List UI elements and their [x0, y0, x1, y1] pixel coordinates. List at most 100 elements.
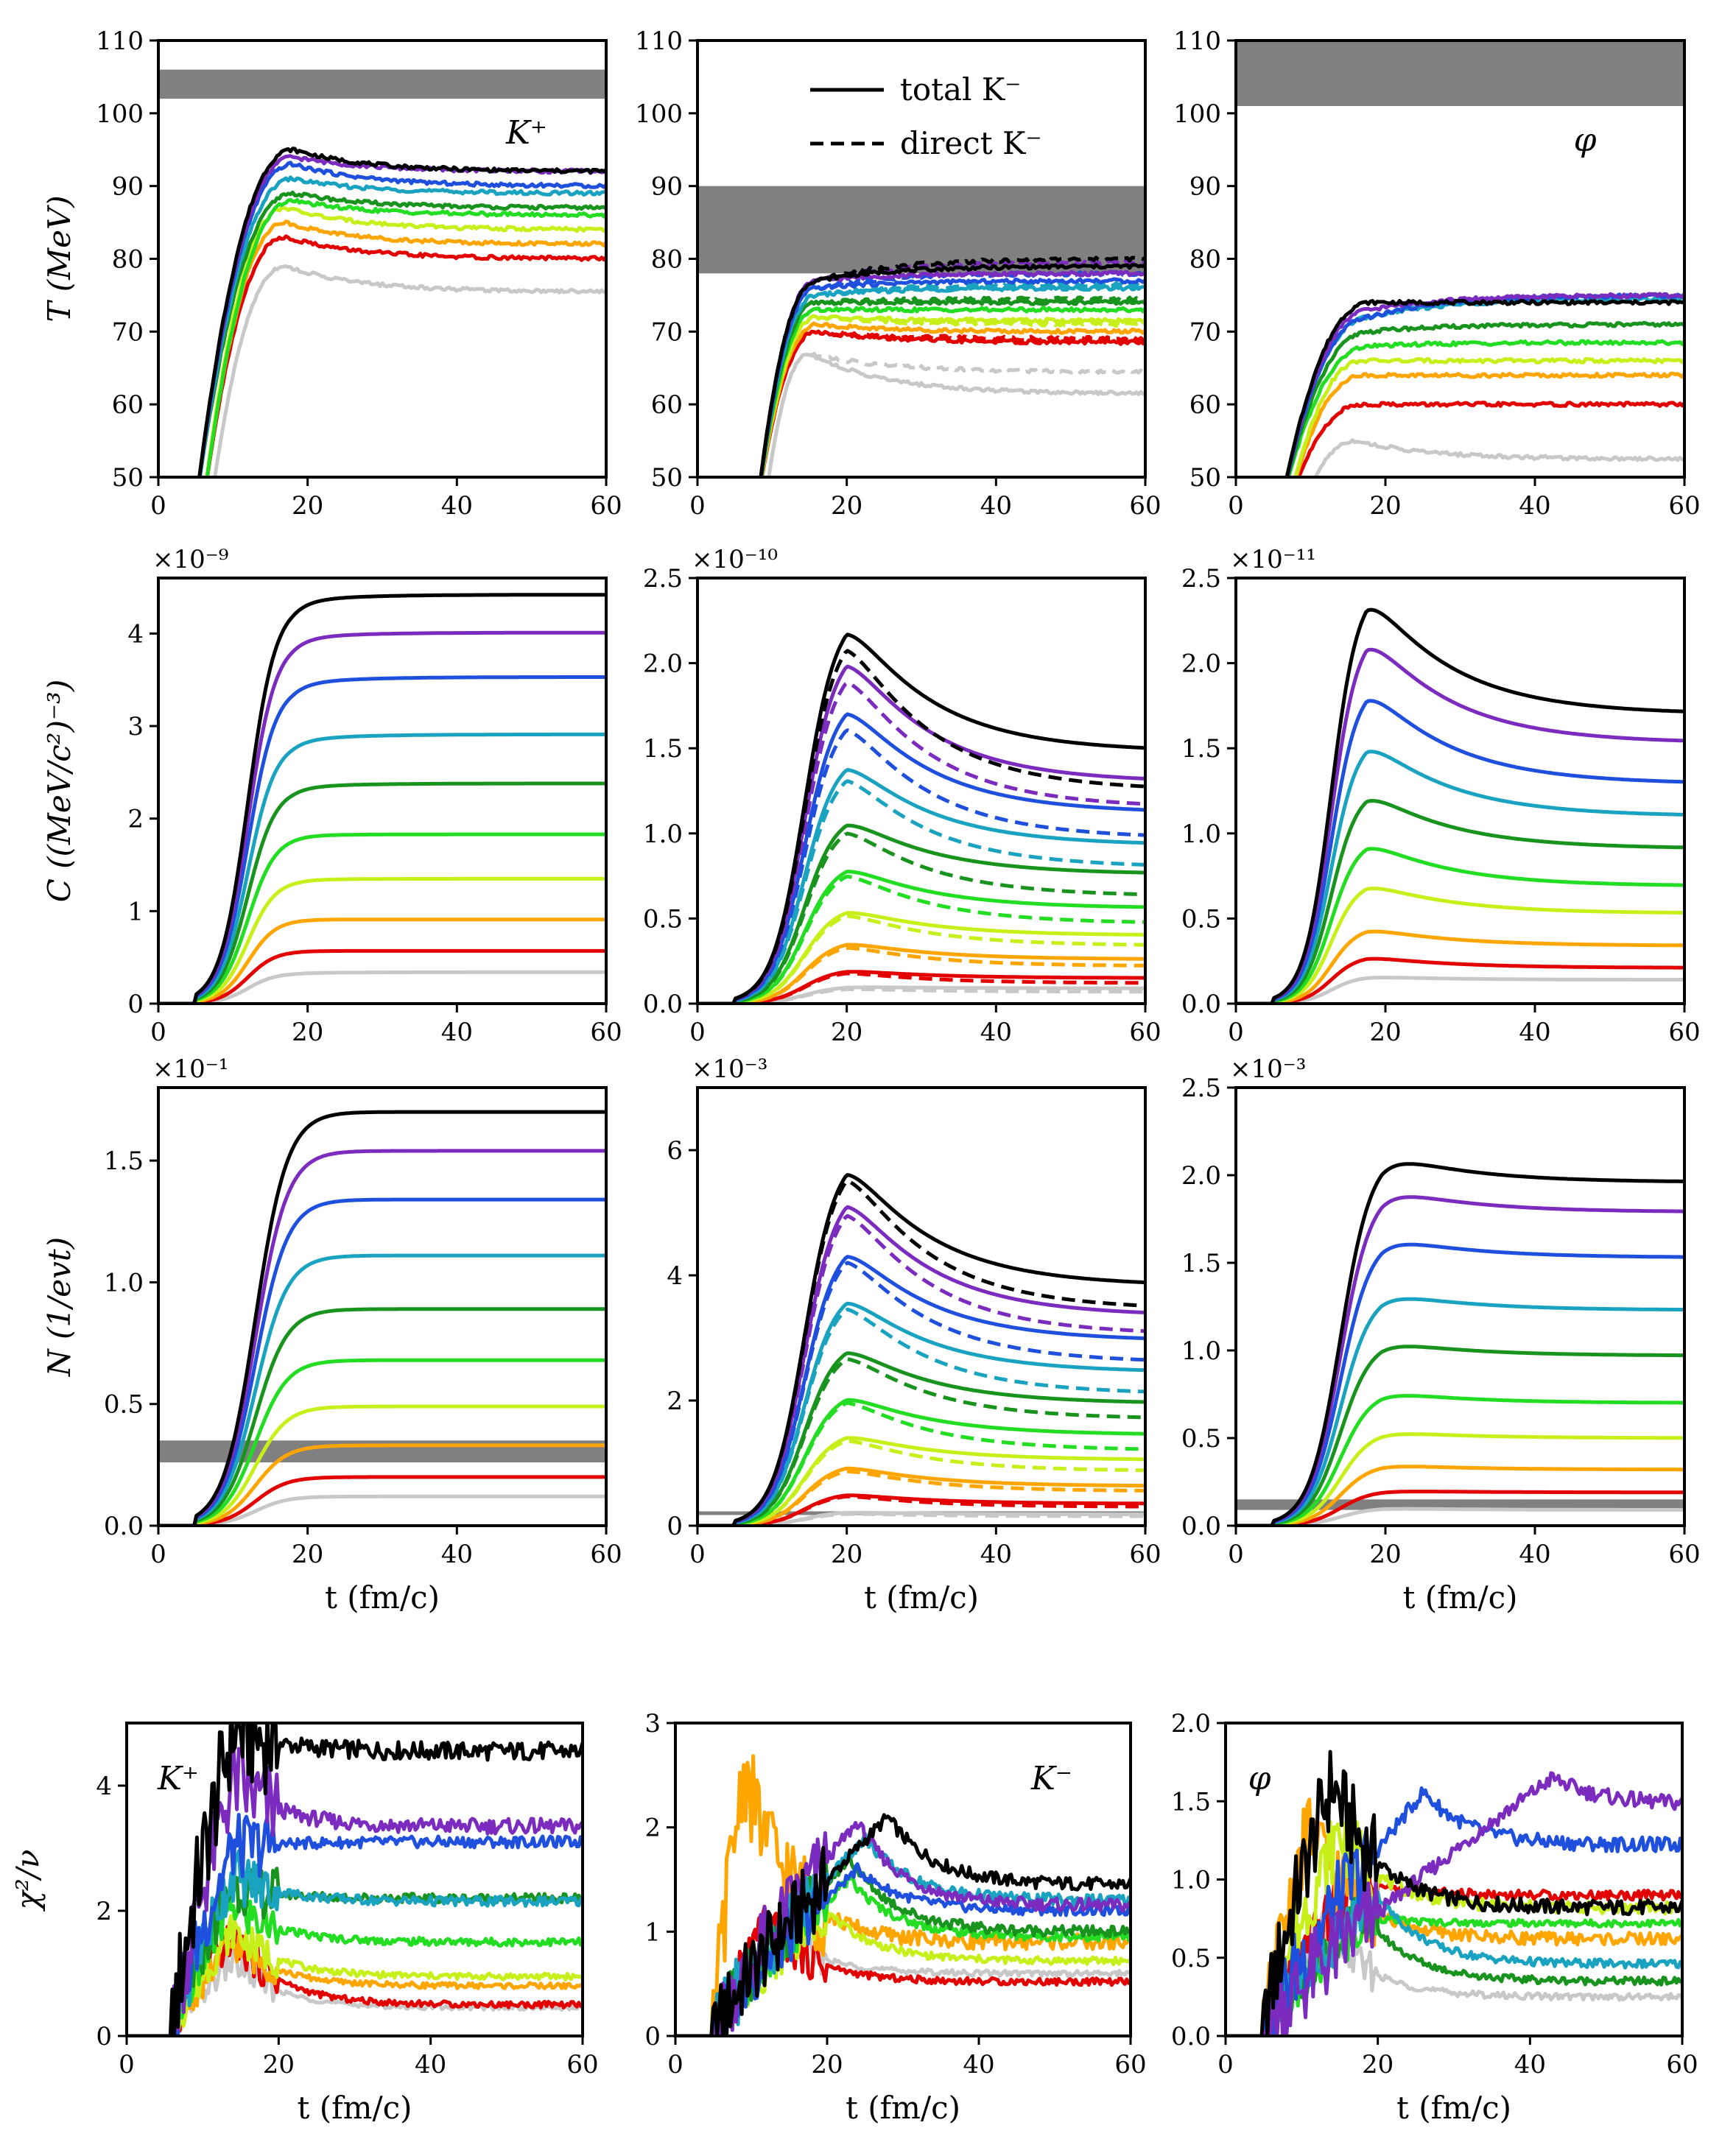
- y-tick-label: 1.5: [104, 1146, 144, 1176]
- x-tick-label: 20: [831, 1018, 862, 1047]
- series-line-c2-direct: [697, 680, 1145, 1004]
- series-line-c1: [197, 147, 606, 477]
- series-line-c8: [697, 943, 1145, 1004]
- axes-frame: [157, 577, 608, 1005]
- panel-particle-label: K⁺: [505, 114, 547, 152]
- series-line-c10: [158, 1494, 606, 1526]
- y-tick-label: 2.0: [1181, 1161, 1221, 1191]
- x-tick-label: 20: [1369, 1540, 1401, 1569]
- series-line-c1: [759, 262, 1145, 477]
- axes-frame: [696, 577, 1147, 1005]
- series-line-c5-direct: [759, 295, 1145, 477]
- y-tick-label: 60: [651, 390, 683, 420]
- series-line-c4: [1236, 1297, 1684, 1526]
- x-tick-label: 60: [1668, 1018, 1700, 1047]
- series-line-c3: [158, 675, 606, 1004]
- panel-particle-label: φ: [1248, 1760, 1271, 1797]
- y-tick-label: 2.5: [643, 564, 683, 593]
- series-line-c6: [158, 832, 606, 1004]
- axis-exponent: ×10⁻¹⁰: [692, 545, 778, 574]
- series-line-c8-direct: [759, 321, 1145, 477]
- series-line-c1-direct: [759, 256, 1145, 477]
- y-tick-label: 0.5: [104, 1390, 144, 1420]
- series-line-c5: [759, 298, 1145, 477]
- plot-area: [158, 593, 606, 1004]
- y-tick-label: 1.5: [643, 734, 683, 764]
- y-tick-label: 100: [635, 99, 683, 129]
- x-tick-label: 20: [811, 2050, 843, 2079]
- plot-area: [158, 69, 606, 477]
- axis-exponent: ×10⁻¹¹: [1230, 545, 1316, 574]
- series-line-c5: [1236, 1345, 1684, 1526]
- y-tick-label: 4: [127, 619, 144, 649]
- y-tick-label: 50: [651, 463, 683, 493]
- panel-T_Kplus: 0 20 40 60 50 60 70 80 90 100 110 T (MeV) K⁺: [41, 27, 622, 521]
- series-line-c2: [1236, 1195, 1684, 1526]
- y-tick-label: 90: [1189, 172, 1221, 202]
- y-tick-label: 1.5: [1181, 734, 1221, 764]
- series-line-c6: [1236, 847, 1684, 1004]
- y-tick-label: 2.0: [643, 649, 683, 679]
- y-axis-label: C ((MeV/c²)⁻³): [41, 680, 77, 903]
- x-tick-label: 40: [1514, 2050, 1546, 2079]
- y-tick-label: 90: [651, 172, 683, 202]
- series-line-c7: [697, 1436, 1145, 1526]
- x-tick-label: 60: [1114, 2050, 1146, 2079]
- legend: total K⁻ direct K⁻: [810, 71, 1042, 161]
- legend-direct-label: direct K⁻: [900, 125, 1042, 161]
- series-line-c6: [697, 870, 1145, 1004]
- x-tick-label: 40: [980, 1540, 1012, 1569]
- y-tick-label: 1.0: [1181, 1336, 1221, 1366]
- series-line-c7: [1236, 887, 1684, 1004]
- plot-area: [1236, 1162, 1684, 1526]
- x-tick-label: 40: [415, 2050, 446, 2079]
- plot-area: [158, 1110, 606, 1526]
- series-line-c1: [675, 1813, 1131, 2036]
- data-band: [1236, 40, 1684, 106]
- y-tick-label: 1: [644, 1917, 661, 1947]
- x-tick-label: 40: [1519, 491, 1550, 521]
- y-tick-label: 110: [1173, 27, 1221, 56]
- series-line-c5: [1226, 1893, 1682, 2036]
- panel-chi2_Kplus: 0 20 40 60 0 2 4 χ²/ν t (fm/c) K⁺: [10, 1722, 599, 2126]
- x-tick-label: 20: [292, 491, 323, 521]
- series-line-c5-direct: [697, 1357, 1145, 1526]
- x-tick-label: 0: [689, 1018, 706, 1047]
- y-tick-label: 0: [127, 990, 144, 1019]
- axes-frame: [674, 1722, 1132, 2037]
- series-line-c9: [158, 948, 606, 1004]
- series-line-c9: [205, 234, 606, 477]
- series-line-c6: [697, 1398, 1145, 1526]
- panel-particle-label: K⁻: [1030, 1760, 1072, 1797]
- series-line-c4: [697, 1301, 1145, 1526]
- y-tick-label: 60: [112, 390, 144, 420]
- series-line-c1: [697, 633, 1145, 1004]
- series-line-c2: [158, 630, 606, 1004]
- panel-N_phi: 0 20 40 60 0.0 0.5 1.0 1.5 2.0 2.5 ×10⁻³ t (fm/c): [1181, 1054, 1701, 1616]
- series-line-c10: [1236, 976, 1684, 1004]
- panel-C_Kminus: 0 20 40 60 0.0 0.5 1.0 1.5 2.0 2.5 ×10⁻¹⁰: [643, 545, 1162, 1047]
- series-line-c8: [205, 219, 606, 477]
- y-tick-label: 0.5: [1171, 1944, 1211, 1973]
- series-line-c6: [759, 306, 1145, 477]
- series-line-c1: [1226, 1750, 1682, 2036]
- series-line-c2: [158, 1149, 606, 1526]
- x-tick-label: 20: [1369, 491, 1401, 521]
- y-tick-label: 0: [96, 2022, 112, 2051]
- x-tick-label: 40: [1519, 1018, 1550, 1047]
- series-line-c3: [158, 1197, 606, 1526]
- x-tick-label: 60: [1666, 2050, 1698, 2079]
- y-tick-label: 2.0: [1171, 1709, 1211, 1738]
- series-line-c10: [213, 264, 606, 477]
- series-line-c8: [158, 917, 606, 1004]
- plot-area: [697, 633, 1145, 1004]
- series-line-c4: [197, 175, 606, 477]
- y-tick-label: 0.0: [1181, 1512, 1221, 1541]
- y-tick-label: 0: [644, 2022, 661, 2051]
- x-tick-label: 20: [1369, 1018, 1401, 1047]
- x-tick-label: 60: [590, 491, 622, 521]
- y-tick-label: 0: [667, 1512, 683, 1541]
- x-tick-label: 0: [1217, 2050, 1234, 2079]
- series-line-c1: [127, 1723, 583, 2036]
- y-tick-label: 2.0: [1181, 649, 1221, 679]
